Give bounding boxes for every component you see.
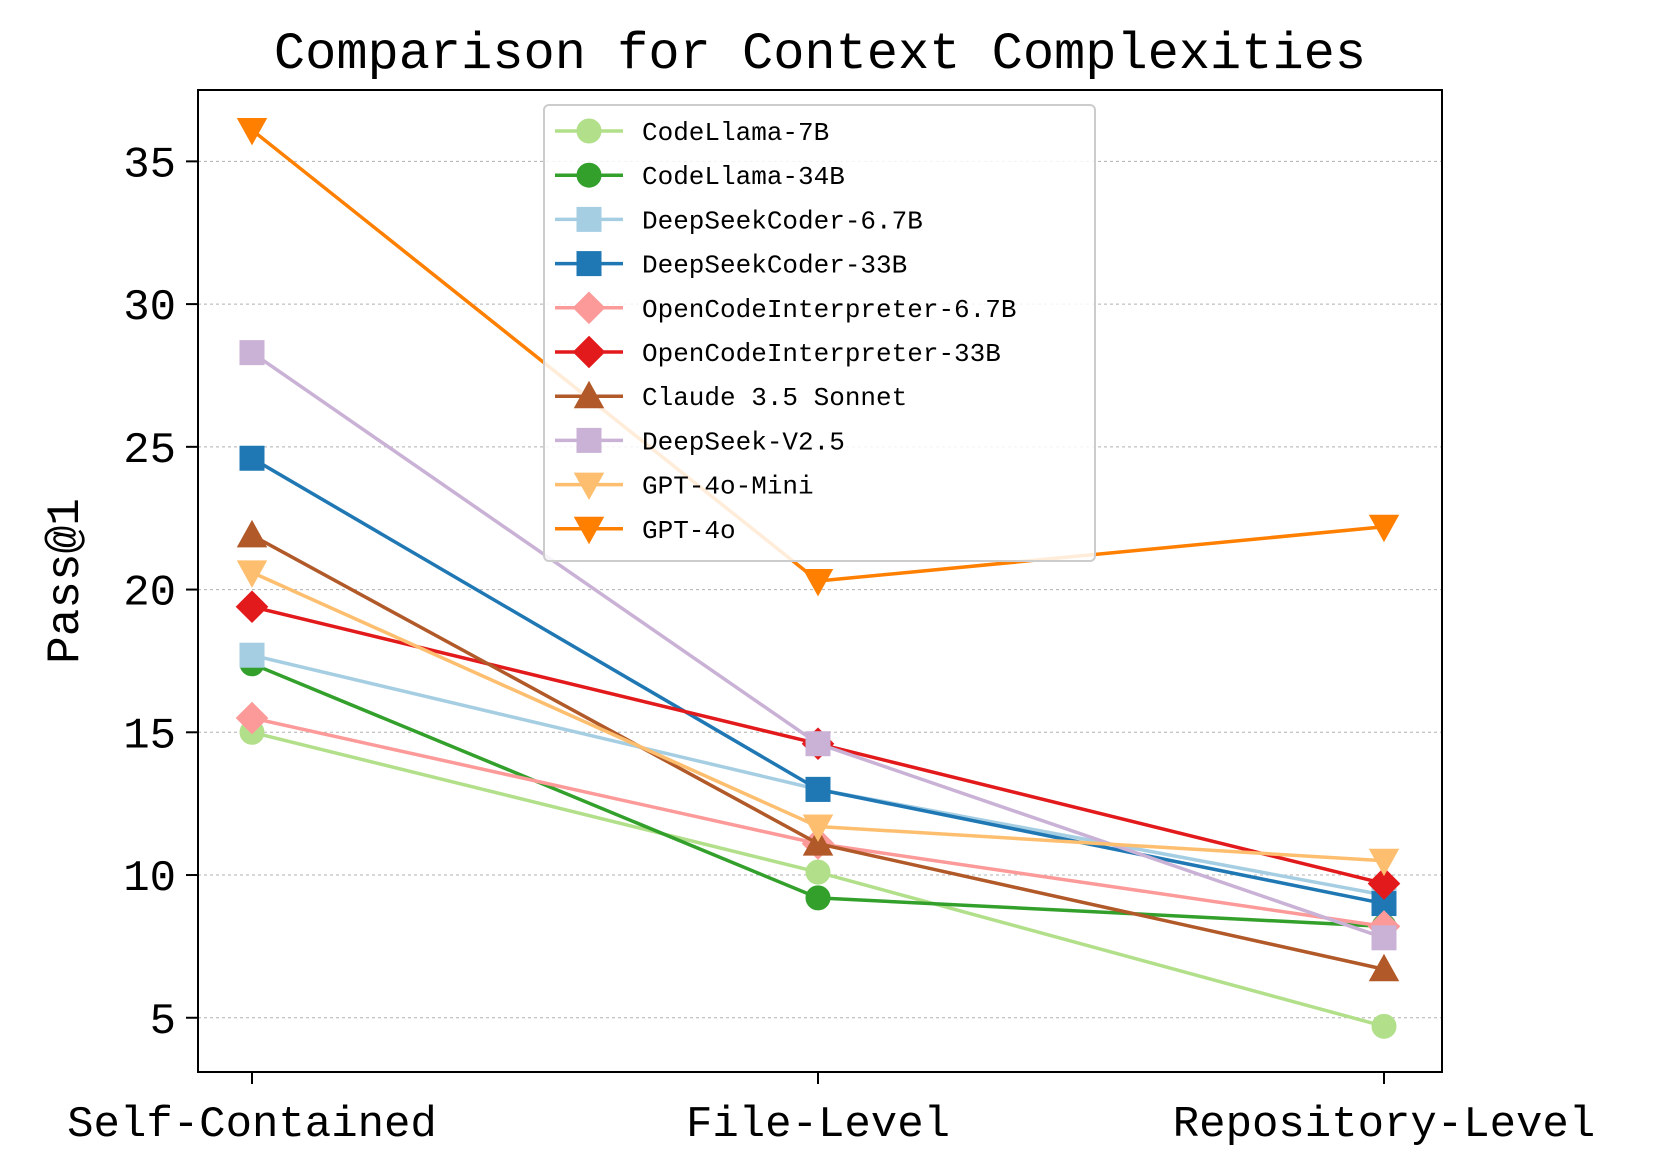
legend-item-codellama-7b: CodeLlama-7B: [555, 118, 829, 148]
data-point-gpt-4o-mini-self-contained: [236, 560, 268, 588]
legend-marker-codellama-34b: [576, 162, 602, 188]
data-point-deepseek-v2-5-repository-level: [1371, 925, 1397, 951]
legend-marker-deepseekcoder-6-7b: [576, 206, 602, 232]
legend-marker-deepseekcoder-33b: [576, 251, 602, 277]
series-gpt-4o-mini: [236, 560, 1400, 877]
x-tick-label-self-contained: Self-Contained: [67, 1100, 437, 1150]
legend-item-deepseek-v2-5: DeepSeek-V2.5: [555, 427, 845, 457]
series-deepseek-v2-5: [239, 340, 1397, 951]
series-layer: [235, 117, 1401, 1039]
y-axis-label: Pass@1: [40, 498, 92, 664]
legend-label-gpt-4o-mini: GPT-4o-Mini: [642, 472, 814, 502]
plot-frame: [197, 89, 1443, 1073]
data-point-codellama-7b-repository-level: [1371, 1013, 1397, 1039]
legend-label-codellama-34b: CodeLlama-34B: [642, 162, 845, 192]
series-gpt-4o: [236, 117, 1400, 597]
data-point-gpt-4o-mini-repository-level: [1368, 848, 1400, 877]
legend-marker-opencodeinterpreter-33b: [572, 335, 606, 369]
data-point-deepseekcoder-33b-file-level: [805, 776, 831, 802]
y-tick-label-25: 25: [123, 426, 176, 476]
series-codellama-7b: [239, 719, 1397, 1039]
chart-title: Comparison for Context Complexities: [274, 25, 1366, 84]
y-tick-label-10: 10: [123, 854, 176, 904]
data-point-gpt-4o-self-contained: [236, 117, 268, 146]
legend-marker-claude-3-5-sonnet: [573, 380, 605, 409]
x-tick-label-repository-level: Repository-Level: [1173, 1100, 1595, 1150]
legend-item-deepseekcoder-33b: DeepSeekCoder-33B: [555, 251, 907, 281]
y-tick-label-15: 15: [123, 711, 176, 761]
data-point-deepseek-v2-5-file-level: [805, 731, 831, 757]
x-tick-label-file-level: File-Level: [686, 1100, 950, 1150]
data-point-deepseekcoder-33b-self-contained: [239, 445, 265, 471]
y-tick-label-20: 20: [123, 569, 176, 619]
legend-label-claude-3-5-sonnet: Claude 3.5 Sonnet: [642, 383, 907, 413]
legend-label-deepseekcoder-33b: DeepSeekCoder-33B: [642, 251, 907, 281]
legend-item-claude-3-5-sonnet: Claude 3.5 Sonnet: [555, 380, 907, 413]
legend-marker-deepseek-v2-5: [576, 427, 602, 453]
data-point-claude-3-5-sonnet-self-contained: [236, 519, 268, 548]
data-point-opencodeinterpreter-6-7b-self-contained: [235, 701, 269, 735]
legend-label-opencodeinterpreter-33b: OpenCodeInterpreter-33B: [642, 339, 1001, 369]
data-point-opencodeinterpreter-33b-repository-level: [1367, 867, 1401, 900]
series-claude-3-5-sonnet: [236, 519, 1400, 982]
axis-layer: 5 10 15 20 25 30 35 Self-Contained File-Level Rep…: [67, 140, 1595, 1150]
data-point-claude-3-5-sonnet-repository-level: [1368, 953, 1400, 982]
legend-item-gpt-4o-mini: GPT-4o-Mini: [555, 472, 814, 502]
y-tick-label-5: 5: [150, 997, 176, 1047]
data-point-deepseek-v2-5-self-contained: [239, 340, 265, 366]
legend-label-codellama-7b: CodeLlama-7B: [642, 118, 829, 148]
data-point-codellama-7b-file-level: [805, 859, 831, 885]
data-point-deepseekcoder-6-7b-self-contained: [239, 642, 265, 668]
legend-item-gpt-4o: GPT-4o: [555, 516, 736, 546]
legend-marker-gpt-4o-mini: [573, 472, 605, 501]
legend-item-opencodeinterpreter-6-7b: OpenCodeInterpreter-6.7B: [555, 291, 1016, 325]
legend-marker-opencodeinterpreter-6-7b: [572, 291, 606, 325]
legend-marker-gpt-4o: [573, 516, 605, 545]
legend-label-opencodeinterpreter-6-7b: OpenCodeInterpreter-6.7B: [642, 295, 1016, 325]
legend-item-deepseekcoder-6-7b: DeepSeekCoder-6.7B: [555, 206, 923, 236]
legend-marker-codellama-7b: [576, 118, 602, 144]
legend-label-deepseekcoder-6-7b: DeepSeekCoder-6.7B: [642, 206, 923, 236]
data-point-codellama-34b-file-level: [805, 885, 831, 911]
data-point-gpt-4o-file-level: [802, 568, 834, 597]
data-point-gpt-4o-repository-level: [1368, 514, 1400, 543]
y-tick-label-35: 35: [123, 140, 176, 190]
y-tick-label-30: 30: [123, 283, 176, 333]
data-point-opencodeinterpreter-33b-self-contained: [235, 590, 269, 623]
legend-label-deepseek-v2-5: DeepSeek-V2.5: [642, 427, 845, 457]
legend-label-gpt-4o: GPT-4o: [642, 516, 736, 546]
legend-item-codellama-34b: CodeLlama-34B: [555, 162, 845, 192]
data-point-claude-3-5-sonnet-file-level: [802, 828, 834, 856]
legend-item-opencodeinterpreter-33b: OpenCodeInterpreter-33B: [555, 335, 1001, 369]
legend: CodeLlama-7B CodeLlama-34B DeepSeekCoder-6…: [543, 104, 1096, 562]
legend-box: [543, 104, 1096, 562]
data-point-gpt-4o-mini-file-level: [802, 814, 834, 842]
